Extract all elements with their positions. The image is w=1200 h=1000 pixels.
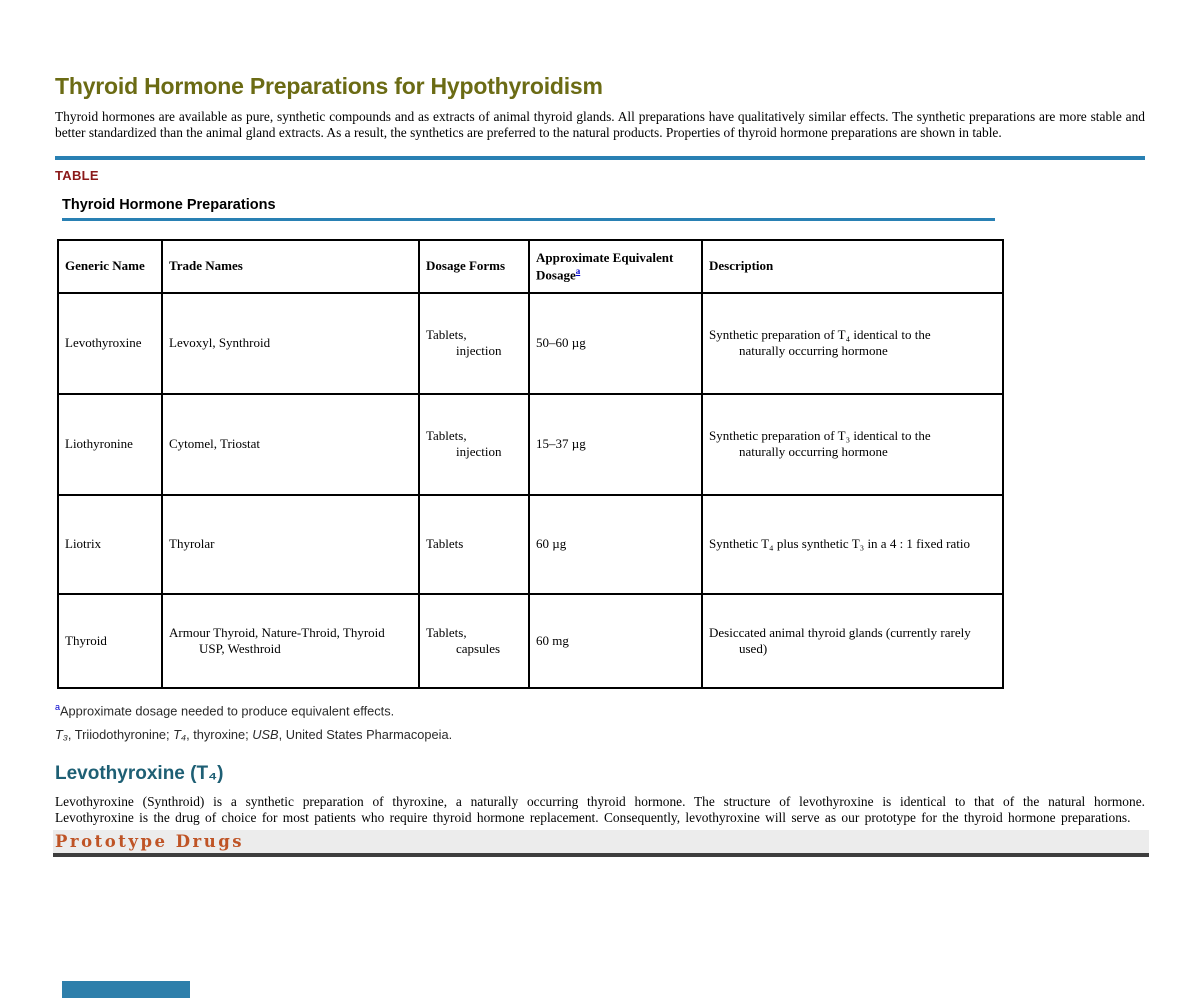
table-header-row: Generic Name Trade Names Dosage Forms Ap… [57,238,1004,294]
abbr-t3-definition: , Triiodothyronine; [67,727,174,743]
column-header-label: Dosage Forms [426,258,506,274]
abbr-usb-definition: , United States Pharmacopeia. [278,727,453,743]
levothyroxine-paragraph: Levothyroxine (Synthroid) is a synthetic… [55,794,1145,825]
column-header-label: Trade Names [169,258,243,274]
footnote-abbreviations: T₃, Triiodothyronine; T₄, thyroxine; USB… [55,727,1145,742]
cell-generic-name: Levothyroxine [57,291,163,395]
column-header-trade-names: Trade Names [161,238,420,294]
column-header-equivalent-dosage: Approximate Equivalent Dosagea [528,238,703,294]
page-title: Thyroid Hormone Preparations for Hypothy… [55,73,603,99]
cell-equivalent-dosage: 60 µg [528,493,703,595]
cell-equivalent-dosage: 50–60 µg [528,291,703,395]
cell-description: Synthetic preparation of T₃ identical to… [701,392,1004,496]
table-row-thyroid: Thyroid Armour Thyroid, Nature-Throid, T… [57,592,1004,689]
abbr-t3: T₃ [55,727,68,743]
table-title: Thyroid Hormone Preparations [62,196,276,213]
cell-generic-name: Liotrix [57,493,163,595]
cell-equivalent-dosage: 60 mg [528,592,703,689]
abbr-t4-definition: , thyroxine; [186,727,253,743]
prototype-drugs-label: Prototype Drugs [55,831,245,851]
footnote-dosage: aApproximate dosage needed to produce eq… [55,702,1145,718]
dosage-footnote-link[interactable]: a [575,265,581,276]
cell-generic-name: Thyroid [57,592,163,689]
column-header-description: Description [701,238,1004,294]
table-kicker: TABLE [55,167,99,183]
cell-generic-name: Liothyronine [57,392,163,496]
column-header-label: Approximate Equivalent Dosage [536,249,674,282]
cell-description: Synthetic preparation of T₄ identical to… [701,291,1004,395]
cell-trade-names: Thyrolar [161,493,420,595]
cell-dosage-forms: Tablets, injection [418,291,530,395]
truncated-next-section-bar [62,981,190,998]
table-row-liotrix: Liotrix Thyrolar Tablets 60 µg Synthetic… [57,493,1004,595]
footnote-dosage-text: Approximate dosage needed to produce equ… [60,703,395,719]
cell-trade-names: Armour Thyroid, Nature-Throid, Thyroid U… [161,592,420,689]
cell-dosage-forms: Tablets, injection [418,392,530,496]
column-header-label: Generic Name [65,258,145,274]
cell-trade-names: Levoxyl, Synthroid [161,291,420,395]
cell-description: Desiccated animal thyroid glands (curren… [701,592,1004,689]
cell-dosage-forms: Tablets, capsules [418,592,530,689]
table-title-rule [62,217,995,221]
column-header-dosage-forms: Dosage Forms [418,238,530,294]
abbr-usb: USB [252,727,279,743]
cell-dosage-forms: Tablets [418,493,530,595]
intro-paragraph: Thyroid hormones are available as pure, … [55,109,1145,141]
prototype-drugs-bar: Prototype Drugs [53,829,1149,857]
cell-trade-names: Cytomel, Triostat [161,392,420,496]
column-header-label: Description [709,258,774,274]
footnote-marker-link[interactable]: a [55,701,61,712]
thyroid-preparations-table: Generic Name Trade Names Dosage Forms Ap… [57,238,1004,689]
table-row-levothyroxine: Levothyroxine Levoxyl, Synthroid Tablets… [57,291,1004,395]
section-divider-rule [55,155,1145,160]
abbr-t4: T₄ [173,727,187,743]
column-header-generic-name: Generic Name [57,238,163,294]
cell-description: Synthetic T₄ plus synthetic T₃ in a 4 : … [701,493,1004,595]
page-content: Thyroid Hormone Preparations for Hypothy… [0,73,1200,857]
table-row-liothyronine: Liothyronine Cytomel, Triostat Tablets, … [57,392,1004,496]
cell-equivalent-dosage: 15–37 µg [528,392,703,496]
levothyroxine-heading: Levothyroxine (T₄) [55,763,224,785]
